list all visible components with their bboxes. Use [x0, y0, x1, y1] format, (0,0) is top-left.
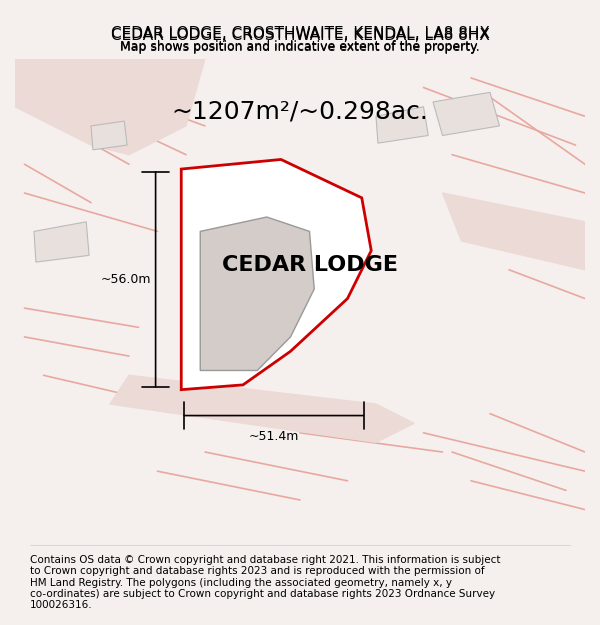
Text: to Crown copyright and database rights 2023 and is reproduced with the permissio: to Crown copyright and database rights 2…	[30, 566, 485, 576]
Polygon shape	[376, 107, 428, 143]
Polygon shape	[200, 217, 314, 371]
Text: CEDAR LODGE, CROSTHWAITE, KENDAL, LA8 8HX: CEDAR LODGE, CROSTHWAITE, KENDAL, LA8 8H…	[110, 28, 490, 43]
Text: ~56.0m: ~56.0m	[100, 273, 151, 286]
Text: ~51.4m: ~51.4m	[248, 430, 299, 443]
Text: HM Land Registry. The polygons (including the associated geometry, namely x, y: HM Land Registry. The polygons (includin…	[30, 578, 452, 587]
Text: CEDAR LODGE, CROSTHWAITE, KENDAL, LA8 8HX: CEDAR LODGE, CROSTHWAITE, KENDAL, LA8 8H…	[110, 26, 490, 41]
Text: ~1207m²/~0.298ac.: ~1207m²/~0.298ac.	[172, 99, 428, 124]
Polygon shape	[34, 222, 89, 262]
Polygon shape	[91, 121, 127, 150]
Text: co-ordinates) are subject to Crown copyright and database rights 2023 Ordnance S: co-ordinates) are subject to Crown copyr…	[30, 589, 495, 599]
Text: CEDAR LODGE: CEDAR LODGE	[221, 255, 398, 275]
Polygon shape	[433, 92, 500, 136]
Polygon shape	[110, 375, 414, 442]
Text: Contains OS data © Crown copyright and database right 2021. This information is : Contains OS data © Crown copyright and d…	[30, 555, 500, 565]
Text: 100026316.: 100026316.	[30, 600, 92, 610]
Text: Map shows position and indicative extent of the property.: Map shows position and indicative extent…	[120, 40, 480, 53]
Polygon shape	[181, 159, 371, 389]
Text: Map shows position and indicative extent of the property.: Map shows position and indicative extent…	[120, 41, 480, 54]
Polygon shape	[443, 193, 585, 270]
Polygon shape	[15, 59, 205, 154]
